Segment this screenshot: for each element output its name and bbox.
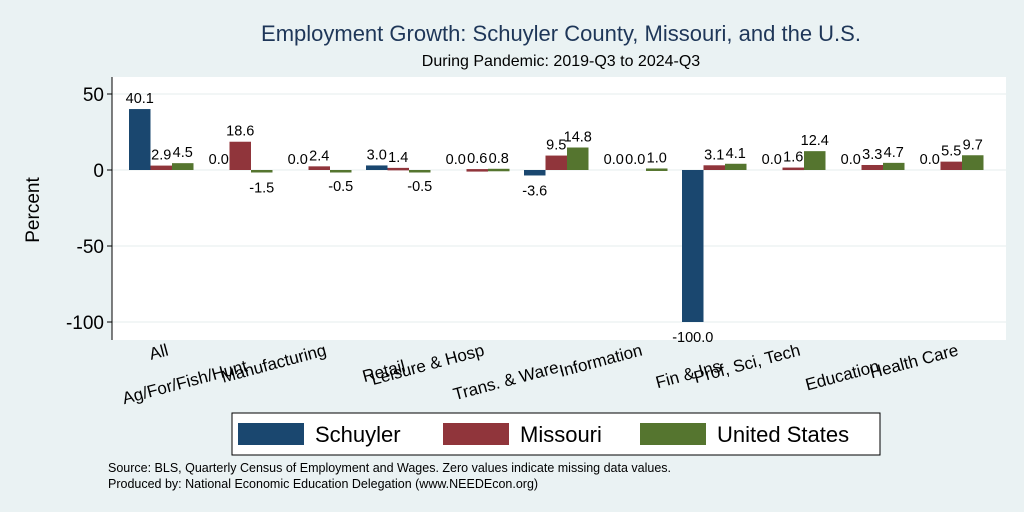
bar [804, 151, 826, 170]
bar [466, 169, 488, 172]
y-tick-label: 50 [83, 85, 104, 106]
chart-subtitle: During Pandemic: 2019-Q3 to 2024-Q3 [422, 53, 700, 70]
data-label: 5.5 [941, 144, 961, 160]
bar [524, 170, 546, 176]
legend-swatch [640, 423, 706, 445]
bar [682, 170, 704, 322]
bars [129, 109, 984, 322]
data-label: 0.0 [920, 152, 940, 168]
bar [308, 166, 330, 170]
bar [172, 163, 194, 170]
data-label: 9.5 [546, 138, 566, 154]
data-label: 18.6 [226, 124, 254, 140]
data-label: -1.5 [249, 180, 274, 196]
legend-swatch [238, 423, 304, 445]
bar [129, 109, 151, 170]
data-label: 9.7 [963, 137, 983, 153]
bar [883, 162, 905, 170]
bar [150, 165, 172, 170]
bar [725, 163, 747, 170]
bar [488, 168, 510, 172]
data-label: 14.8 [564, 130, 592, 146]
bar [545, 155, 567, 170]
bar [251, 170, 273, 173]
data-label: 0.6 [467, 151, 487, 167]
data-label: 3.0 [367, 147, 387, 163]
bar [366, 165, 388, 170]
data-label: 0.0 [841, 152, 861, 168]
data-label: 0.0 [209, 152, 229, 168]
bar [409, 170, 431, 173]
data-label: 2.4 [309, 148, 329, 164]
bar [567, 147, 589, 170]
y-axis-ticks: 50 0 -50 -100 [66, 85, 112, 334]
x-tick-label: All [147, 341, 170, 364]
bar [330, 170, 352, 173]
bar [229, 141, 251, 170]
data-label: 0.0 [604, 152, 624, 168]
data-label: 4.5 [173, 145, 193, 161]
y-tick-label: -100 [66, 313, 104, 334]
bar [387, 167, 409, 171]
y-tick-label: -50 [77, 237, 104, 258]
data-label: 3.1 [704, 147, 724, 163]
bar [646, 168, 668, 171]
data-label: 4.7 [884, 145, 904, 161]
producer-note: Produced by: National Economic Education… [108, 477, 538, 491]
data-label: 1.4 [388, 150, 408, 166]
legend: Schuyler Missouri United States [231, 412, 881, 456]
data-label: -3.6 [522, 183, 547, 199]
data-label: 0.0 [762, 152, 782, 168]
data-label: 0.0 [625, 152, 645, 168]
data-label: 2.9 [151, 148, 171, 164]
data-label: 1.6 [783, 150, 803, 166]
bar [940, 161, 962, 170]
data-label: 1.0 [647, 150, 667, 166]
data-label: -0.5 [328, 179, 353, 195]
data-label: -100.0 [672, 330, 713, 346]
data-label: -0.5 [407, 179, 432, 195]
bar [962, 155, 984, 170]
y-axis-label: Percent [23, 177, 44, 243]
legend-label: Missouri [520, 422, 602, 447]
chart-title: Employment Growth: Schuyler County, Miss… [261, 21, 861, 46]
data-label: 0.0 [446, 152, 466, 168]
source-note: Source: BLS, Quarterly Census of Employm… [108, 461, 671, 475]
data-label: 40.1 [126, 91, 154, 107]
bar [782, 167, 804, 171]
legend-label: Schuyler [315, 422, 401, 447]
legend-label: United States [717, 422, 849, 447]
data-label: 12.4 [801, 133, 829, 149]
data-label: 0.8 [489, 151, 509, 167]
data-label: 4.1 [726, 146, 746, 162]
legend-swatch [443, 423, 509, 445]
data-label: 0.0 [288, 152, 308, 168]
data-labels: 40.10.0 0.0 3.0 0.0-3.60.0-100.00.0 0.0 0.02.… [126, 91, 983, 346]
data-label: 3.3 [862, 147, 882, 163]
bar [703, 165, 725, 170]
legend-box [231, 412, 881, 456]
plot-area [112, 77, 1006, 340]
bar [861, 164, 883, 170]
y-tick-label: 0 [93, 161, 104, 182]
